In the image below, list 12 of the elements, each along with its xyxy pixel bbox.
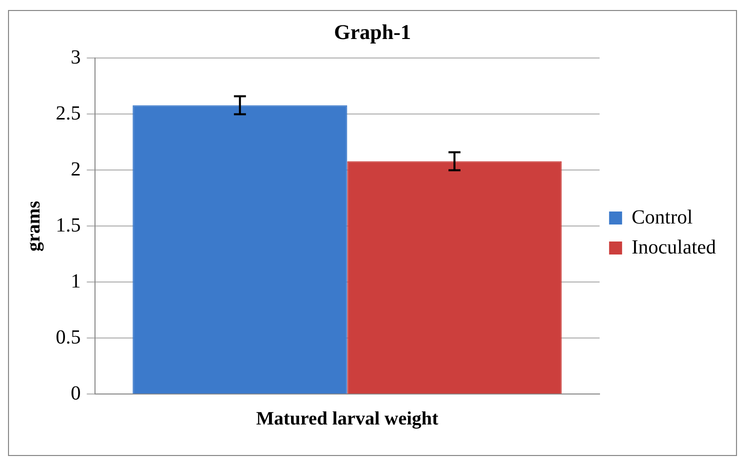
y-tick-label: 0	[70, 382, 81, 404]
y-axis-title: grams	[23, 200, 44, 252]
y-tick-label: 0.5	[56, 326, 81, 348]
legend-label: Inoculated	[632, 236, 716, 258]
x-tick-label: Matured larval weight	[256, 408, 439, 430]
y-tick-label: 1	[70, 270, 81, 292]
y-tick-label: 1.5	[56, 214, 81, 236]
legend-label: Control	[632, 206, 694, 228]
y-tick-label: 2	[70, 158, 81, 180]
y-tick-label: 2.5	[56, 102, 81, 124]
y-tick-label: 3	[70, 46, 81, 68]
chart-title: Graph-1	[334, 20, 412, 44]
